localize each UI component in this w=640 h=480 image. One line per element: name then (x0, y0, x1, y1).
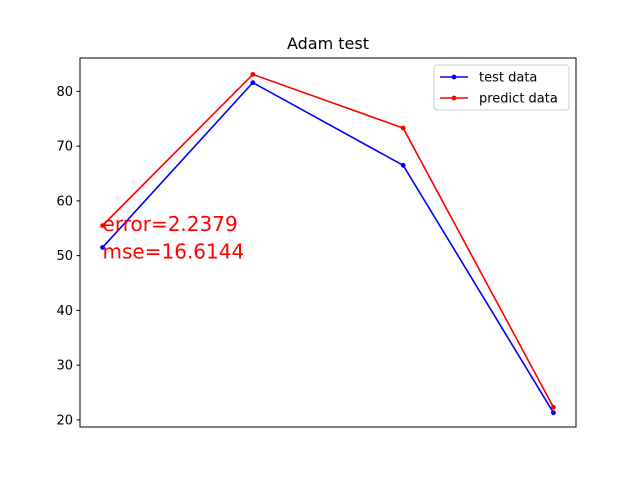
legend-marker (451, 74, 457, 80)
data-point (400, 162, 406, 168)
legend-label: test data (479, 71, 537, 86)
data-point (100, 245, 105, 250)
series-line (101, 73, 555, 408)
data-point (400, 125, 406, 131)
y-tick-label: 60 (56, 194, 73, 209)
chart-title: Adam test (287, 34, 369, 53)
y-tick-label: 40 (56, 304, 73, 319)
data-point (551, 404, 556, 410)
annotations: error=2.2379 mse=16.6144 (103, 212, 245, 263)
data-point (551, 410, 556, 416)
series-line (101, 81, 555, 414)
legend-label: predict data (479, 92, 558, 107)
y-tick-label: 50 (56, 249, 73, 264)
y-axis: 20 30 40 50 60 70 80 (56, 85, 80, 428)
legend: test data predict data (433, 64, 570, 111)
data-point (250, 72, 256, 77)
annotation-text: error=2.2379 (103, 212, 238, 236)
data-point (250, 80, 256, 86)
y-tick-label: 20 (56, 413, 73, 428)
series-layer (100, 72, 556, 416)
legend-marker (451, 95, 457, 101)
y-tick-label: 30 (56, 359, 73, 374)
annotation-text: mse=16.6144 (103, 239, 245, 263)
data-point (100, 223, 105, 228)
y-tick-label: 70 (56, 140, 73, 155)
plot-frame (79, 57, 577, 428)
y-tick-label: 80 (56, 85, 73, 100)
